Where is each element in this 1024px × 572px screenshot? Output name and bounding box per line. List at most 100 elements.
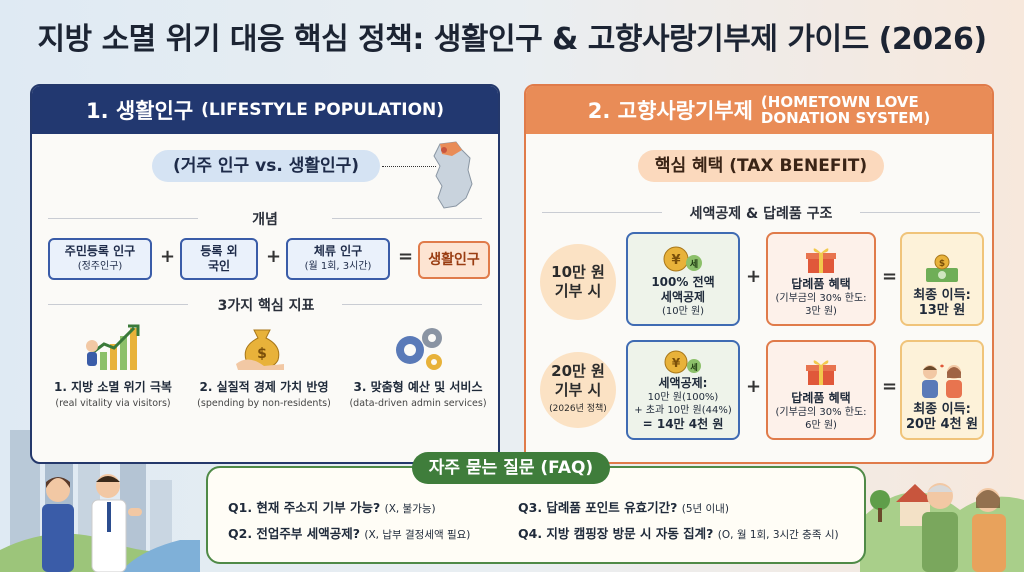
faq-item: Q1. 현재 주소지 기부 가능? (X, 불가능): [228, 497, 436, 516]
staying-population-box: 체류 인구 (월 1회, 3시간): [286, 238, 390, 280]
office-workers-illustration: [28, 468, 158, 572]
metric-sub: (spending by non-residents): [188, 398, 340, 409]
divider: [860, 212, 980, 213]
final-line: 최종 이득:: [913, 288, 971, 303]
faq-answer: (5년 이내): [682, 503, 729, 515]
tax-line: 100% 전액: [651, 275, 714, 290]
faq-question: Q1. 현재 주소지 기부 가능?: [228, 500, 380, 515]
donation-suffix: 기부 시: [555, 381, 602, 400]
gift-line: 답례품 혜택: [791, 391, 850, 406]
plus-operator: +: [160, 246, 175, 267]
metric-label: 1. 지방 소멸 위기 극복: [38, 378, 188, 395]
registered-foreigner-box: 등록 외국인: [180, 238, 258, 280]
tax-line: (10만 원): [662, 305, 704, 318]
formula-term-note: (월 1회, 3시간): [305, 259, 372, 274]
hometown-donation-header: 2. 고향사랑기부제 (HOMETOWN LOVE DONATION SYSTE…: [526, 86, 992, 134]
metric-sub: (data-driven admin services): [340, 398, 496, 409]
gift-line: 답례품 혜택: [791, 277, 850, 292]
faq-item: Q3. 답례품 포인트 유효기간? (5년 이내): [518, 497, 729, 516]
divider: [342, 304, 482, 305]
metric-item: 1. 지방 소멸 위기 극복 (real vitality via visito…: [38, 378, 188, 409]
plus-operator: +: [746, 376, 761, 397]
faq-answer: (X, 불가능): [385, 503, 436, 515]
plus-operator: +: [746, 266, 761, 287]
svg-text:$: $: [939, 259, 945, 269]
tax-badge-text: 세: [690, 258, 698, 270]
gift-box-icon: [804, 357, 838, 387]
tax-benefit-pill: 핵심 혜택 (TAX BENEFIT): [638, 150, 884, 182]
formula-term: 등록 외국인: [197, 244, 241, 274]
donation-suffix: 기부 시: [555, 282, 602, 301]
donation-amount: 20만 원: [551, 362, 605, 381]
faq-answer: (O, 월 1회, 3시간 충족 시): [718, 529, 839, 541]
donation-note: (2026년 정책): [549, 400, 607, 419]
equals-operator: =: [882, 376, 897, 397]
header-subtitle: (HOMETOWN LOVE DONATION SYSTEM): [761, 94, 930, 126]
resident-vs-lifestyle-pill: (거주 인구 vs. 생활인구): [152, 150, 380, 182]
map-pointer-line: [382, 166, 436, 167]
gift-benefit-card: 답례품 혜택 (기부금의 30% 한도: 3만 원): [766, 232, 876, 326]
lifestyle-population-header: 1. 생활인구 (LIFESTYLE POPULATION): [32, 86, 498, 134]
faq-question: Q3. 답례품 포인트 유효기간?: [518, 500, 677, 515]
svg-text:세: 세: [690, 362, 697, 372]
concept-label: 개념: [212, 209, 318, 229]
faq-title: 자주 묻는 질문 (FAQ): [412, 452, 610, 484]
svg-text:¥: ¥: [671, 253, 680, 268]
faq-question: Q4. 지방 캠핑장 방문 시 자동 집계?: [518, 526, 713, 541]
final-line: 최종 이득:: [913, 402, 971, 417]
structure-label: 세액공제 & 답례품 구조: [662, 203, 860, 223]
hometown-donation-panel: 2. 고향사랑기부제 (HOMETOWN LOVE DONATION SYSTE…: [524, 84, 994, 464]
money-icon: $: [922, 254, 962, 284]
faq-question: Q2. 전업주부 세액공제?: [228, 526, 360, 541]
donation-20-circle: 20만 원 기부 시 (2026년 정책): [540, 352, 616, 428]
tax-line: = 14만 4천 원: [643, 417, 724, 432]
header-title: 2. 고향사랑기부제: [588, 95, 753, 125]
page-title: 지방 소멸 위기 대응 핵심 정책: 생활인구 & 고향사랑기부제 가이드 (2…: [0, 14, 1024, 58]
gift-line: 6만 원): [805, 419, 837, 432]
final-line: 20만 4천 원: [906, 417, 978, 432]
growth-chart-icon: [84, 322, 144, 372]
money-bag-icon: $: [234, 324, 290, 372]
metric-label: 3. 맞춤형 예산 및 서비스: [340, 378, 496, 395]
header-subtitle-line: (HOMETOWN LOVE: [761, 94, 930, 110]
yen-coin-icon: ¥ 세: [660, 245, 706, 273]
divider: [48, 218, 198, 219]
gift-line: (기부금의 30% 한도:: [775, 406, 866, 419]
elderly-couple-illustration: [900, 478, 1024, 572]
final-gain-card: 최종 이득: 20만 4천 원: [900, 340, 984, 440]
final-line: 13만 원: [919, 303, 966, 318]
final-gain-card: $ 최종 이득: 13만 원: [900, 232, 984, 326]
metric-item: 2. 실질적 경제 가치 반영 (spending by non-residen…: [188, 378, 340, 409]
plus-operator: +: [266, 246, 281, 267]
svg-text:$: $: [257, 346, 267, 362]
registered-resident-box: 주민등록 인구 (정주인구): [48, 238, 152, 280]
tax-credit-card: ¥ 세 100% 전액 세액공제 (10만 원): [626, 232, 740, 326]
faq-item: Q4. 지방 캠핑장 방문 시 자동 집계? (O, 월 1회, 3시간 충족 …: [518, 523, 839, 542]
donation-10-circle: 10만 원 기부 시: [540, 244, 616, 320]
divider: [542, 212, 662, 213]
gears-icon: [388, 324, 448, 372]
header-subtitle: (LIFESTYLE POPULATION): [201, 102, 444, 118]
gift-benefit-card: 답례품 혜택 (기부금의 30% 한도: 6만 원): [766, 340, 876, 440]
gift-line: (기부금의 30% 한도:: [775, 292, 866, 305]
metric-item: 3. 맞춤형 예산 및 서비스 (data-driven admin servi…: [340, 378, 496, 409]
formula-term: 주민등록 인구: [65, 244, 135, 259]
divider: [48, 304, 188, 305]
formula-term: 체류 인구: [314, 244, 362, 259]
header-title: 1. 생활인구: [86, 95, 193, 125]
faq-answer: (X, 납부 결정세액 필요): [364, 529, 470, 541]
tax-credit-card: ¥ 세 세액공제: 10만 원(100%) + 초과 10만 원(44%) = …: [626, 340, 740, 440]
lifestyle-population-panel: 1. 생활인구 (LIFESTYLE POPULATION) (거주 인구 vs…: [30, 84, 500, 464]
svg-text:¥: ¥: [672, 356, 681, 370]
gift-line: 3만 원): [805, 305, 837, 318]
korea-map-icon: [422, 140, 482, 214]
equals-operator: =: [882, 266, 897, 287]
formula-term-note: (정주인구): [78, 259, 123, 274]
yen-coin-icon: ¥ 세: [660, 349, 706, 375]
gift-box-icon: [804, 245, 838, 275]
lifestyle-population-result: 생활인구: [418, 241, 490, 279]
tax-line: 세액공제: [661, 290, 705, 305]
divider: [332, 218, 482, 219]
donation-amount: 10만 원: [551, 263, 605, 282]
tax-line: 10만 원(100%): [648, 391, 719, 404]
